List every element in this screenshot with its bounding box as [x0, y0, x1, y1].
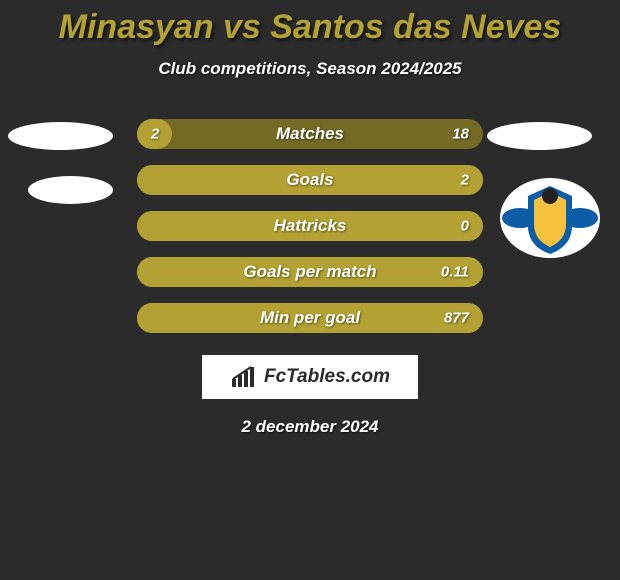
comparison-chart: 2 Matches 18 Goals 2 Hattricks 0 Goals per matc…: [0, 119, 620, 333]
brand-text: FcTables.com: [264, 366, 390, 388]
brand-badge: FcTables.com: [202, 355, 418, 399]
shield-icon: [500, 178, 600, 258]
page-title: Minasyan vs Santos das Neves: [0, 0, 620, 47]
page-subtitle: Club competitions, Season 2024/2025: [0, 59, 620, 79]
stat-right-value: 2: [461, 172, 469, 189]
stat-right-value: 18: [452, 126, 469, 143]
stat-row: Goals per match 0.11: [137, 257, 483, 287]
stat-label: Min per goal: [260, 308, 360, 328]
stat-row: Min per goal 877: [137, 303, 483, 333]
right-player-marker-1: [487, 122, 592, 150]
stat-row: Goals 2: [137, 165, 483, 195]
stat-label: Hattricks: [274, 216, 347, 236]
footer-date: 2 december 2024: [0, 417, 620, 437]
stat-right-value: 0: [461, 218, 469, 235]
stat-label: Matches: [276, 124, 344, 144]
stat-right-value: 877: [444, 310, 469, 327]
stat-label: Goals: [286, 170, 333, 190]
stat-row: Hattricks 0: [137, 211, 483, 241]
stat-right-value: 0.11: [441, 264, 469, 281]
stat-label: Goals per match: [243, 262, 376, 282]
club-badge: [500, 178, 600, 258]
left-player-marker-2: [28, 176, 113, 204]
stat-left-value: 2: [151, 126, 159, 143]
bars-icon: [230, 365, 258, 389]
stat-row: 2 Matches 18: [137, 119, 483, 149]
left-player-marker-1: [8, 122, 113, 150]
